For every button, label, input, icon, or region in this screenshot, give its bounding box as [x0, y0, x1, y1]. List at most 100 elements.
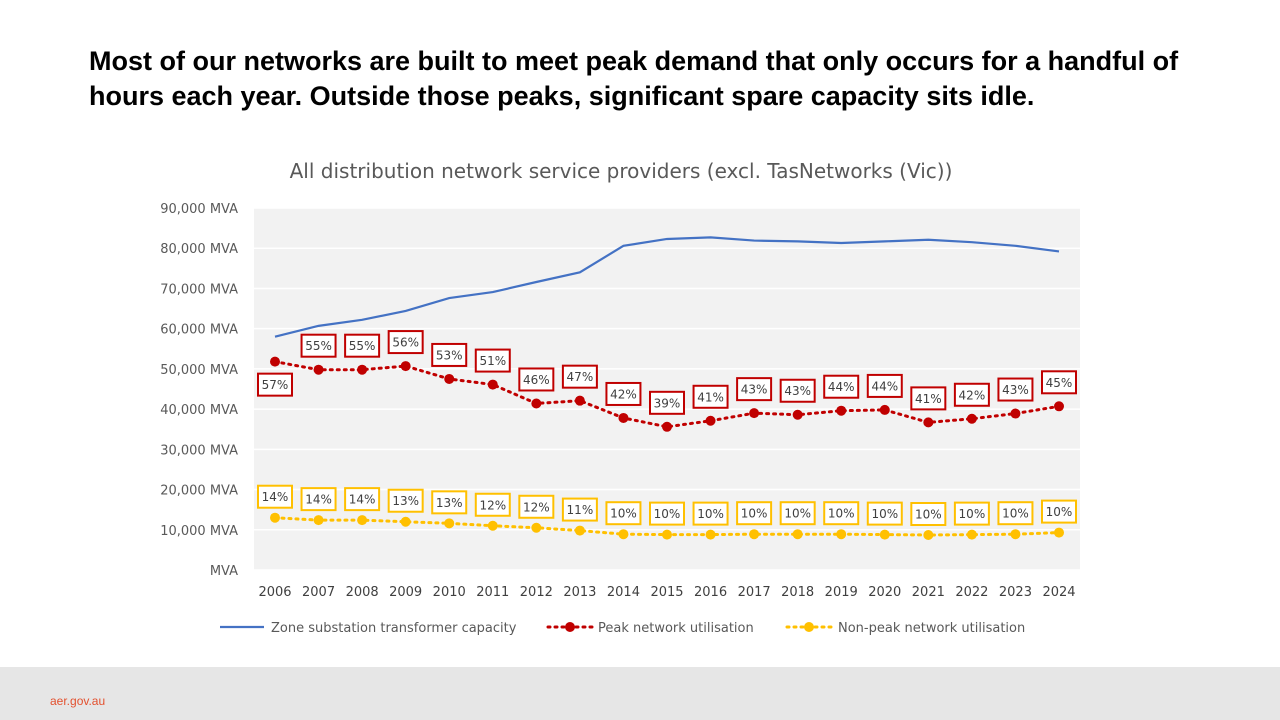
- x-axis-ticks: 2006 2007 2008 2009 2010 2011 2012 2013 2014 2015…: [258, 585, 1075, 600]
- data-label-box: [692, 384, 729, 409]
- data-label-box: [474, 492, 511, 517]
- data-label-box: [300, 333, 337, 358]
- y-tick-label: 50,000 MVA: [160, 363, 238, 378]
- y-tick-label: 20,000 MVA: [160, 484, 238, 499]
- data-label-box: [518, 367, 555, 392]
- data-label-peak: 46%: [518, 367, 555, 392]
- data-label-text: 43%: [784, 384, 811, 398]
- data-label-text: 51%: [479, 354, 506, 368]
- data-label-text: 10%: [828, 507, 855, 521]
- data-label-text: 12%: [479, 498, 506, 512]
- data-label-text: 47%: [567, 370, 594, 384]
- data-label-peak: 44%: [823, 374, 860, 399]
- y-tick-label: 70,000 MVA: [160, 282, 238, 297]
- data-label-box: [779, 501, 816, 526]
- x-tick-label: 2010: [433, 585, 466, 600]
- data-label-box: [605, 381, 642, 406]
- data-label-box: [518, 494, 555, 519]
- x-tick-label: 2012: [520, 585, 553, 600]
- data-label-peak: 43%: [779, 378, 816, 403]
- data-point-peak: [574, 395, 585, 406]
- data-point-nonpeak: [574, 525, 585, 536]
- data-label-nonpeak: 11%: [561, 497, 598, 522]
- data-label-box: [866, 373, 903, 398]
- data-label-box: [344, 333, 381, 358]
- x-tick-label: 2011: [476, 585, 509, 600]
- data-label-text: 42%: [610, 387, 637, 401]
- data-label-nonpeak: 13%: [431, 490, 468, 515]
- y-tick-label: MVA: [210, 564, 238, 579]
- legend-item-peak: Peak network utilisation: [546, 621, 754, 636]
- data-label-peak: 39%: [649, 390, 685, 415]
- x-tick-label: 2015: [650, 585, 683, 600]
- data-label-text: 44%: [871, 379, 898, 393]
- data-label-text: 10%: [741, 507, 768, 521]
- data-label-peak: 55%: [300, 333, 337, 358]
- data-label-nonpeak: 10%: [605, 501, 642, 526]
- data-label-text: 41%: [697, 390, 724, 404]
- data-label-nonpeak: 10%: [997, 501, 1034, 526]
- data-point-peak: [444, 373, 455, 384]
- data-label-box: [910, 502, 947, 527]
- data-label-nonpeak: 10%: [866, 501, 903, 526]
- data-label-nonpeak: 12%: [518, 494, 555, 519]
- data-label-text: 10%: [654, 507, 681, 521]
- data-label-box: [561, 497, 598, 522]
- headline: Most of our networks are built to meet p…: [89, 46, 1179, 111]
- x-tick-label: 2021: [912, 585, 945, 600]
- legend-label: Zone substation transformer capacity: [271, 621, 517, 636]
- data-point-nonpeak: [923, 530, 934, 541]
- data-label-box: [953, 501, 990, 526]
- data-label-nonpeak: 14%: [344, 487, 381, 512]
- data-label-text: 13%: [436, 496, 463, 510]
- data-point-peak: [705, 415, 716, 426]
- data-labels: 57% 55% 55% 56% 53% 51% 46% 47% 42% 39% 41% 43% 43% 4…: [257, 330, 1077, 527]
- data-label-peak: 56%: [387, 330, 424, 355]
- data-label-box: [344, 487, 381, 512]
- data-label-box: [300, 487, 337, 512]
- x-tick-label: 2018: [781, 585, 814, 600]
- data-point-nonpeak: [1010, 529, 1021, 540]
- data-label-peak: 57%: [257, 372, 293, 397]
- data-label-peak: 47%: [561, 364, 598, 389]
- data-label-peak: 41%: [692, 384, 729, 409]
- data-label-box: [1041, 499, 1077, 524]
- chart: All distribution network service provide…: [160, 159, 1080, 636]
- data-label-box: [736, 501, 773, 526]
- legend-label: Peak network utilisation: [598, 621, 754, 636]
- data-label-box: [431, 342, 468, 367]
- legend-label: Non-peak network utilisation: [838, 621, 1025, 636]
- data-label-box: [692, 501, 729, 526]
- footer-link[interactable]: aer.gov.au: [50, 694, 106, 708]
- y-tick-label: 10,000 MVA: [160, 524, 238, 539]
- data-label-text: 44%: [828, 380, 855, 394]
- data-point-nonpeak: [792, 529, 803, 540]
- data-label-text: 43%: [741, 383, 768, 397]
- data-label-box: [257, 484, 293, 509]
- data-label-text: 10%: [784, 507, 811, 521]
- data-point-nonpeak: [618, 529, 629, 540]
- data-label-text: 10%: [959, 507, 986, 521]
- y-tick-label: 60,000 MVA: [160, 323, 238, 338]
- data-point-nonpeak: [662, 529, 672, 540]
- data-point-peak: [923, 417, 934, 428]
- x-tick-label: 2014: [607, 585, 640, 600]
- x-tick-label: 2009: [389, 585, 422, 600]
- data-point-nonpeak: [749, 529, 760, 540]
- data-label-box: [997, 501, 1034, 526]
- data-label-text: 14%: [305, 493, 332, 507]
- data-label-box: [605, 501, 642, 526]
- series-layer: [270, 236, 1064, 541]
- x-tick-label: 2007: [302, 585, 335, 600]
- data-label-peak: 42%: [953, 382, 990, 407]
- data-point-peak: [836, 405, 847, 416]
- data-label-nonpeak: 14%: [300, 487, 337, 512]
- data-point-nonpeak: [966, 529, 977, 540]
- data-label-text: 56%: [392, 336, 419, 350]
- data-label-peak: 43%: [736, 377, 773, 402]
- data-point-peak: [749, 408, 760, 419]
- x-tick-label: 2020: [868, 585, 901, 600]
- data-point-peak: [357, 364, 368, 375]
- data-label-nonpeak: 12%: [474, 492, 511, 517]
- data-label-text: 39%: [654, 396, 681, 410]
